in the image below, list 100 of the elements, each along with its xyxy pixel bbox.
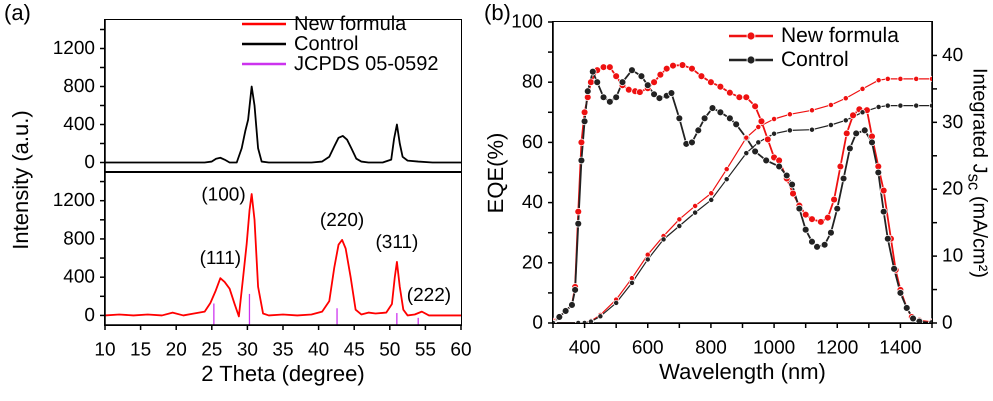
y-tick-label: 80 [522,72,543,93]
point [913,102,920,109]
point [580,118,588,126]
legend-label: Control [294,33,358,55]
point [742,94,750,101]
point [716,82,724,90]
point [860,109,866,116]
point [700,114,708,122]
y2-tick-label: 0 [942,312,953,334]
point [692,210,698,216]
point [625,86,633,94]
point [736,94,744,101]
point [782,172,790,180]
point [662,64,670,72]
x-tick-label: 10 [94,340,116,360]
point [824,214,832,222]
point [789,190,797,198]
point [836,162,844,170]
point [775,162,783,170]
y-tick-label: 800 [63,228,95,250]
point [589,68,597,76]
point [574,208,582,216]
point [880,186,888,194]
point [726,114,734,122]
point [668,89,676,97]
point [708,104,716,112]
point [612,72,620,80]
point [849,112,857,120]
point [874,162,882,170]
point [688,64,696,72]
x-tick-label: 25 [201,340,222,360]
y2-tick-label: 20 [942,178,964,200]
point [694,126,702,134]
point [846,144,854,152]
point [698,72,706,80]
y-tick-label: 0 [84,304,95,326]
point [606,98,614,106]
point [656,70,664,78]
point [636,88,644,96]
y-tick-label: 0 [532,312,543,334]
point [660,236,666,242]
point [762,156,770,164]
legend-label: JCPDS 05-0592 [294,53,439,75]
point [612,94,620,101]
y-tick-label: 20 [522,252,543,274]
point [628,66,636,74]
point [758,118,766,126]
point [827,228,835,236]
point [726,88,734,96]
point [716,108,724,116]
point [678,61,686,69]
point [600,94,608,101]
point [880,208,888,216]
point [840,174,848,182]
point [896,289,904,297]
point [771,116,778,122]
point [578,156,586,164]
point [638,72,646,80]
point [876,104,882,110]
point [656,94,664,102]
x-tick-label: 55 [414,340,436,360]
point [834,204,841,212]
point [618,78,626,86]
point [676,223,682,229]
point [884,234,892,242]
y-tick-label: 400 [63,114,95,135]
x-tick-label: 50 [379,340,400,360]
x-tick-label: 600 [632,338,664,358]
x-tick-label: 1400 [879,338,922,358]
x-tick-label: 1200 [816,338,858,358]
point [584,87,592,95]
x-tick-label: 35 [272,340,294,360]
point [587,78,595,86]
x-tick-label: 1000 [752,338,796,358]
point [669,62,677,70]
chart-title: (a) [4,0,31,26]
y2-tick-label: 30 [942,112,964,133]
y-tick-label: 40 [522,192,543,214]
point [584,94,592,101]
annotation: (220) [320,210,364,231]
legend-label: New formula [781,24,899,48]
annotation: (111) [200,248,242,270]
point [796,204,804,212]
point [580,108,588,116]
point [868,138,876,146]
point [732,120,740,128]
point [751,102,759,110]
y2-tick-label: 40 [942,44,964,66]
y-tick-label: 1200 [52,38,95,59]
point [897,102,904,109]
x-tick-label: 800 [695,338,727,358]
point [788,180,796,188]
point [606,63,614,71]
x-tick-label: 20 [166,340,187,360]
point [676,114,684,122]
y-tick-label: 0 [84,152,95,173]
point [808,215,816,223]
x-tick-label: 400 [568,338,600,358]
annotation: (311) [375,232,418,253]
annotation: (222) [406,284,452,306]
